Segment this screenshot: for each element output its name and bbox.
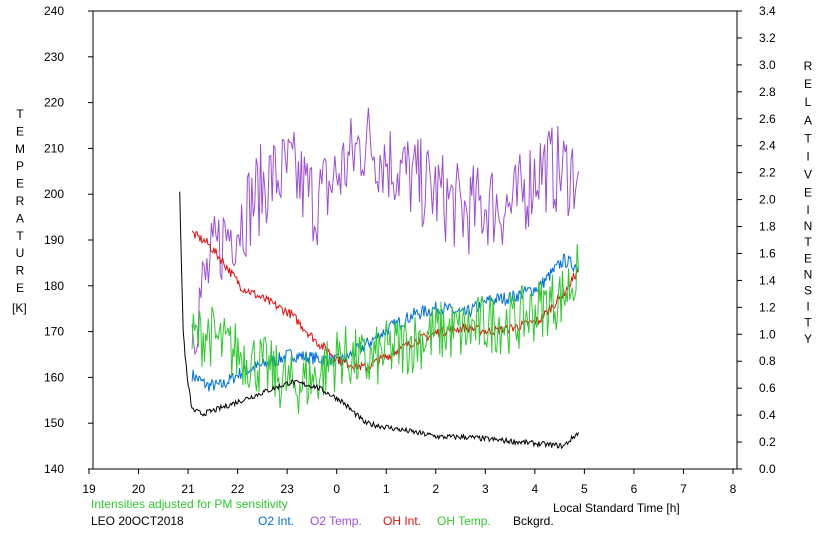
right-tick-label: 1.0	[759, 327, 776, 341]
right-label-letter: L	[805, 95, 812, 109]
legend-entry: O2 Temp.	[310, 514, 362, 528]
left-tick-label: 210	[44, 141, 64, 155]
x-tick-label: 23	[280, 482, 294, 496]
x-tick-label: 22	[231, 482, 245, 496]
right-label-letter: T	[804, 235, 812, 249]
legend-entry: O2 Int.	[258, 514, 294, 528]
legend-entry: OH Temp.	[437, 514, 491, 528]
x-tick-label: 8	[730, 482, 737, 496]
right-tick-label: 3.0	[759, 58, 776, 72]
x-tick-label: 20	[132, 482, 146, 496]
right-label-letter: E	[804, 77, 812, 91]
left-tick-label: 230	[44, 50, 64, 64]
right-tick-label: 1.2	[759, 300, 776, 314]
left-label-letter: R	[16, 194, 25, 208]
x-tick-label: 5	[581, 482, 588, 496]
plot-border	[92, 10, 738, 470]
right-label-letter: N	[804, 267, 813, 281]
legend: O2 Int. O2 Temp. OH Int. OH Temp. Bckgrd.	[258, 514, 554, 528]
left-label-letter: P	[16, 159, 24, 173]
right-label-letter: I	[806, 300, 809, 314]
left-axis-unit: [K]	[12, 301, 27, 315]
series-line-oh-temp	[191, 243, 579, 414]
sensitivity-note: Intensities adjusted for PM sensitivity	[91, 497, 288, 511]
left-tick-label: 200	[44, 187, 64, 201]
left-tick-label: 160	[44, 370, 64, 384]
left-label-letter: A	[16, 211, 24, 225]
right-label-letter: Y	[804, 332, 812, 346]
left-tick-label: 150	[44, 416, 64, 430]
left-label-letter: T	[16, 229, 24, 243]
right-label-letter: T	[804, 316, 812, 330]
plot-frame	[92, 10, 738, 470]
x-tick-label: 0	[333, 482, 340, 496]
left-label-letter: M	[15, 142, 25, 156]
right-label-letter: E	[804, 186, 812, 200]
right-tick-label: 1.6	[759, 246, 776, 260]
right-label-letter: A	[804, 113, 812, 127]
right-label-letter: R	[804, 59, 813, 73]
right-label-letter: I	[806, 203, 809, 217]
left-label-letter: T	[16, 107, 24, 121]
x-tick-label: 6	[631, 482, 638, 496]
right-tick-label: 0.2	[759, 435, 776, 449]
series-line-o2-int	[191, 253, 579, 392]
right-tick-label: 2.0	[759, 193, 776, 207]
x-axis-label: Local Standard Time [h]	[553, 501, 680, 515]
right-label-letter: V	[804, 168, 812, 182]
left-label-letter: E	[16, 177, 24, 191]
left-label-letter: R	[16, 264, 25, 278]
left-tick-label: 140	[44, 462, 64, 476]
series-line-o2-temp	[191, 107, 579, 356]
right-tick-label: 0.0	[759, 462, 776, 476]
right-tick-label: 2.4	[759, 139, 776, 153]
station-label: LEO 20OCT2018	[91, 514, 184, 528]
x-axis-ticks: 19 20 21 22 23 0 1 2 3 4 5 6 7 8	[82, 469, 737, 496]
series-line-oh-int	[191, 230, 579, 373]
right-tick-label: 0.4	[759, 408, 776, 422]
x-tick-label: 1	[383, 482, 390, 496]
legend-entry: Bckgrd.	[513, 514, 554, 528]
left-label-letter: U	[16, 246, 25, 260]
x-tick-label: 19	[82, 482, 96, 496]
right-tick-label: 2.2	[759, 166, 776, 180]
left-label-letter: E	[16, 281, 24, 295]
legend-entry: OH Int.	[383, 514, 421, 528]
series-lines	[179, 107, 579, 450]
x-tick-label: 2	[432, 482, 439, 496]
right-label-letter: E	[804, 251, 812, 265]
right-tick-label: 3.4	[759, 4, 776, 18]
right-tick-label: 0.6	[759, 381, 776, 395]
left-tick-label: 180	[44, 279, 64, 293]
right-tick-label: 3.2	[759, 31, 776, 45]
left-label-letter: E	[16, 124, 24, 138]
right-tick-label: 2.8	[759, 85, 776, 99]
right-tick-label: 2.6	[759, 112, 776, 126]
right-tick-label: 1.8	[759, 220, 776, 234]
left-tick-label: 190	[44, 233, 64, 247]
x-tick-label: 21	[181, 482, 195, 496]
x-tick-label: 3	[482, 482, 489, 496]
right-tick-label: 0.8	[759, 354, 776, 368]
right-label-letter: I	[806, 150, 809, 164]
right-label-letter: N	[804, 219, 813, 233]
x-tick-label: 7	[680, 482, 687, 496]
left-axis-ticks: 140 150 160 170 180 190 200 210 220 230 240	[44, 4, 93, 476]
x-tick-label: 4	[532, 482, 539, 496]
left-tick-label: 240	[44, 4, 64, 18]
series-line-bckgrd	[179, 191, 579, 450]
right-label-letter: S	[804, 284, 812, 298]
right-label-letter: T	[804, 131, 812, 145]
right-tick-label: 1.4	[759, 273, 776, 287]
left-tick-label: 170	[44, 325, 64, 339]
left-tick-label: 220	[44, 96, 64, 110]
right-axis-ticks: 0.0 0.2 0.4 0.6 0.8 1.0 1.2 1.4 1.6 1.8 2.0 2.2 2.4 2…	[737, 4, 776, 476]
